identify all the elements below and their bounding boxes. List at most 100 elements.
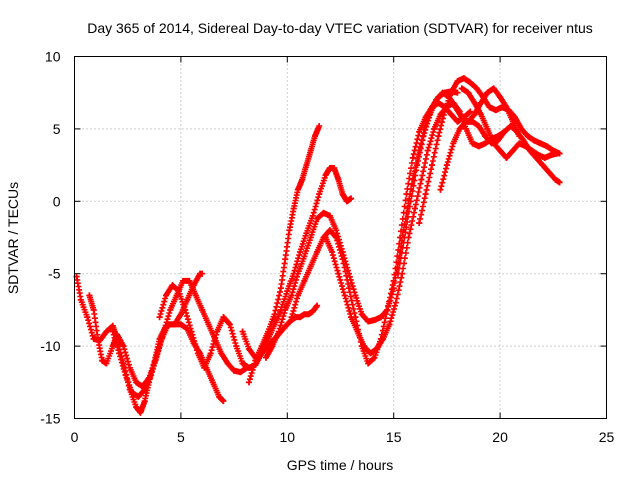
data-point: [303, 230, 310, 237]
data-point: [167, 306, 174, 313]
data-point: [263, 354, 270, 361]
data-point: [163, 292, 170, 299]
data-point: [503, 154, 510, 161]
data-point: [184, 296, 191, 303]
data-point: [443, 162, 450, 169]
data-point: [116, 350, 123, 357]
data-point: [99, 357, 106, 364]
y-tick-label: 5: [53, 121, 61, 137]
data-point: [450, 140, 457, 147]
data-point: [429, 162, 436, 169]
data-point: [437, 186, 444, 193]
data-point: [377, 314, 384, 321]
series-track-13: [437, 118, 563, 193]
data-point: [175, 288, 182, 295]
data-point: [331, 164, 338, 171]
data-point: [486, 104, 493, 111]
data-point: [499, 104, 506, 111]
data-point: [322, 172, 329, 179]
data-point: [454, 118, 461, 125]
data-point: [465, 89, 472, 96]
x-tick-label: 0: [71, 429, 79, 445]
data-point: [482, 140, 489, 147]
data-point: [339, 191, 346, 198]
data-point: [554, 150, 561, 157]
data-point: [307, 234, 314, 241]
data-point: [171, 321, 178, 328]
data-point: [180, 277, 187, 284]
data-point: [224, 360, 231, 367]
data-point: [348, 314, 355, 321]
data-point: [380, 335, 387, 342]
series-track-14: [458, 85, 561, 161]
data-point: [416, 128, 423, 135]
data-point: [245, 364, 252, 371]
data-point: [103, 360, 110, 367]
grid-lines: [74, 56, 607, 419]
data-point: [497, 94, 504, 101]
x-tick-label: 25: [599, 429, 615, 445]
data-point: [126, 364, 133, 371]
data-point: [207, 350, 214, 357]
data-point: [218, 350, 225, 357]
data-point: [86, 292, 93, 299]
data-point: [424, 147, 431, 154]
data-point: [401, 234, 408, 241]
data-point: [426, 111, 433, 118]
data-point: [231, 367, 238, 374]
data-point: [84, 314, 91, 321]
data-point: [541, 154, 548, 161]
data-point: [529, 147, 536, 154]
data-point: [524, 133, 531, 140]
x-tick-label: 15: [386, 429, 402, 445]
data-point: [239, 328, 246, 335]
data-point: [109, 322, 116, 329]
data-point: [477, 111, 484, 118]
data-point: [394, 270, 401, 277]
data-point: [433, 96, 440, 103]
data-point: [141, 386, 148, 393]
data-point: [414, 162, 421, 169]
data-point: [516, 140, 523, 147]
data-point: [299, 176, 306, 183]
data-point: [473, 85, 480, 92]
data-point: [420, 133, 427, 140]
data-point: [458, 114, 465, 121]
data-point: [109, 328, 116, 335]
data-point: [358, 311, 365, 318]
plot-border: [74, 56, 607, 419]
data-point: [309, 212, 316, 219]
data-point: [314, 215, 321, 222]
data-point: [120, 343, 127, 350]
data-point: [484, 89, 491, 96]
data-point: [199, 270, 206, 277]
data-point: [103, 328, 110, 335]
data-point: [546, 169, 553, 176]
data-point: [335, 176, 342, 183]
data-point: [154, 350, 161, 357]
data-point: [288, 292, 295, 299]
data-point: [535, 151, 542, 158]
y-tick-label: -10: [40, 338, 60, 354]
data-point: [282, 256, 289, 263]
y-tick-label: 10: [45, 49, 61, 65]
data-point: [322, 234, 329, 241]
data-point: [448, 89, 455, 96]
data-point: [471, 99, 478, 106]
series-track-4: [156, 282, 265, 371]
data-point: [514, 128, 521, 135]
data-point: [245, 345, 252, 352]
data-point: [77, 296, 84, 303]
data-point: [407, 198, 414, 205]
data-point: [435, 133, 442, 140]
data-point: [537, 140, 544, 147]
data-point: [346, 285, 353, 292]
data-point: [284, 288, 291, 295]
data-point: [290, 205, 297, 212]
data-point: [390, 277, 397, 284]
data-point: [373, 345, 380, 352]
data-point: [186, 277, 193, 284]
y-tick-label: 0: [53, 193, 61, 209]
data-point: [216, 393, 223, 400]
data-point: [194, 350, 201, 357]
